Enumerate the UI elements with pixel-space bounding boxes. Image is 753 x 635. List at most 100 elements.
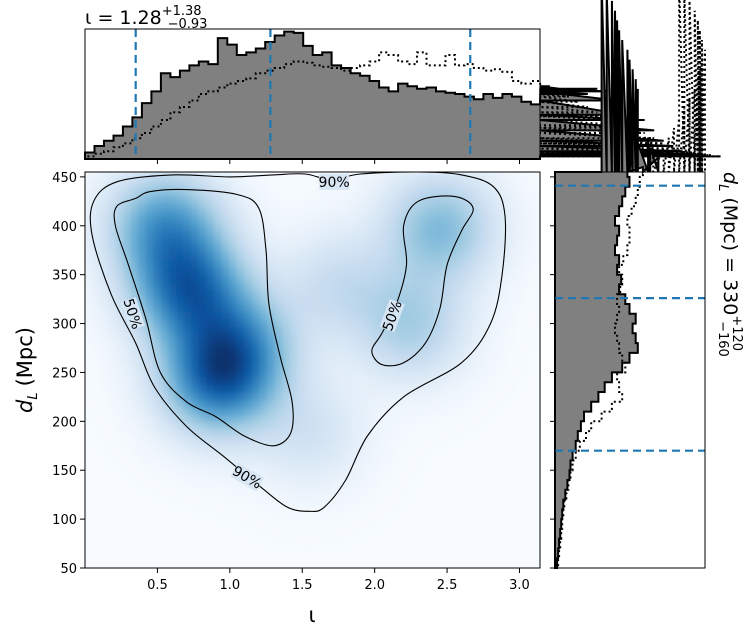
heatmap-cell bbox=[168, 289, 177, 298]
heatmap-cell bbox=[85, 267, 94, 276]
heatmap-cell bbox=[100, 399, 109, 408]
heatmap-cell bbox=[183, 208, 192, 217]
heatmap-cell bbox=[380, 560, 389, 568]
heatmap-cell bbox=[289, 450, 298, 459]
heatmap-cell bbox=[327, 443, 336, 452]
heatmap-cell bbox=[342, 230, 352, 239]
heatmap-cell bbox=[122, 465, 132, 474]
x-tick-label: 2.0 bbox=[364, 578, 385, 593]
heatmap-cell bbox=[486, 194, 496, 202]
heatmap-cell bbox=[244, 238, 253, 246]
heatmap-cell bbox=[358, 502, 367, 510]
heatmap-cell bbox=[107, 289, 116, 298]
heatmap-cell bbox=[130, 516, 139, 525]
heatmap-cell bbox=[335, 216, 344, 224]
heatmap-cell bbox=[153, 560, 162, 568]
heatmap-cell bbox=[229, 465, 238, 474]
heatmap-cell bbox=[395, 450, 405, 459]
heatmap-cell bbox=[517, 245, 526, 254]
heatmap-cell bbox=[107, 406, 116, 415]
heatmap-cell bbox=[471, 502, 480, 510]
heatmap-cell bbox=[244, 296, 253, 305]
heatmap-cell bbox=[138, 223, 147, 232]
heatmap-cell bbox=[251, 553, 261, 562]
heatmap-cell bbox=[251, 436, 261, 444]
heatmap-cell bbox=[206, 296, 215, 305]
heatmap-cell bbox=[213, 502, 223, 510]
heatmap-cell bbox=[85, 179, 94, 188]
heatmap-cell bbox=[145, 546, 154, 554]
heatmap-cell bbox=[502, 428, 511, 437]
heatmap-cell bbox=[449, 179, 458, 188]
heatmap-cell bbox=[198, 421, 207, 430]
heatmap-cell bbox=[426, 516, 435, 525]
heatmap-cell bbox=[320, 216, 329, 224]
heatmap-cell bbox=[251, 450, 261, 459]
heatmap-cell bbox=[259, 267, 268, 276]
heatmap-cell bbox=[342, 326, 352, 334]
heatmap-cell bbox=[251, 370, 261, 378]
heatmap-cell bbox=[229, 223, 238, 232]
heatmap-cell bbox=[433, 304, 443, 312]
heatmap-cell bbox=[426, 216, 435, 224]
heatmap-cell bbox=[502, 450, 511, 459]
heatmap-cell bbox=[297, 260, 306, 268]
heatmap-cell bbox=[350, 421, 359, 430]
heatmap-cell bbox=[441, 201, 450, 210]
heatmap-cell bbox=[342, 194, 352, 202]
heatmap-cell bbox=[115, 560, 124, 568]
heatmap-cell bbox=[153, 458, 162, 466]
heatmap-cell bbox=[183, 494, 192, 503]
heatmap-cell bbox=[160, 348, 170, 356]
heatmap-cell bbox=[153, 406, 162, 415]
heatmap-cell bbox=[145, 538, 154, 547]
heatmap-cell bbox=[373, 355, 382, 364]
heatmap-cell bbox=[297, 201, 306, 210]
heatmap-cell bbox=[85, 509, 94, 518]
heatmap-cell bbox=[259, 465, 268, 474]
heatmap-cell bbox=[221, 392, 230, 400]
heatmap-cell bbox=[206, 524, 215, 532]
heatmap-cell bbox=[153, 267, 162, 276]
heatmap-cell bbox=[213, 194, 223, 202]
heatmap-cell bbox=[85, 494, 94, 503]
heatmap-cell bbox=[267, 531, 276, 540]
heatmap-cell bbox=[449, 472, 458, 481]
heatmap-cell bbox=[153, 238, 162, 246]
heatmap-cell bbox=[471, 201, 480, 210]
heatmap-cell bbox=[244, 274, 253, 283]
heatmap-cell bbox=[145, 362, 154, 371]
heatmap-cell bbox=[85, 274, 94, 283]
heatmap-cell bbox=[509, 296, 518, 305]
heatmap-cell bbox=[115, 194, 124, 202]
heatmap-cell bbox=[532, 377, 540, 386]
heatmap-cell bbox=[304, 392, 314, 400]
heatmap-cell bbox=[251, 406, 261, 415]
heatmap-cell bbox=[418, 326, 427, 334]
heatmap-cell bbox=[358, 223, 367, 232]
heatmap-cell bbox=[107, 223, 116, 232]
heatmap-cell bbox=[358, 260, 367, 268]
heatmap-cell bbox=[479, 487, 488, 496]
heatmap-cell bbox=[471, 252, 480, 261]
heatmap-cell bbox=[92, 223, 101, 232]
heatmap-cell bbox=[221, 531, 230, 540]
heatmap-cell bbox=[183, 348, 192, 356]
heatmap-cell bbox=[92, 245, 101, 254]
heatmap-cell bbox=[282, 348, 291, 356]
heatmap-cell bbox=[358, 274, 367, 283]
heatmap-cell bbox=[221, 436, 230, 444]
heatmap-cell bbox=[358, 428, 367, 437]
heatmap-cell bbox=[517, 472, 526, 481]
heatmap-cell bbox=[138, 531, 147, 540]
heatmap-cell bbox=[221, 326, 230, 334]
heatmap-cell bbox=[244, 531, 253, 540]
heatmap-cell bbox=[411, 458, 420, 466]
heatmap-cell bbox=[115, 472, 124, 481]
heatmap-cell bbox=[358, 304, 367, 312]
heatmap-cell bbox=[115, 260, 124, 268]
heatmap-cell bbox=[229, 296, 238, 305]
heatmap-cell bbox=[267, 318, 276, 327]
heatmap-cell bbox=[350, 223, 359, 232]
heatmap-cell bbox=[380, 252, 389, 261]
